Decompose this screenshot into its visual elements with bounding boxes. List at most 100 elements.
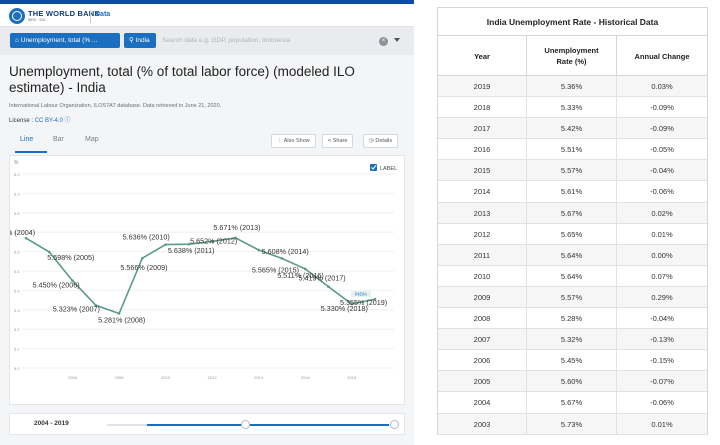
clock-icon: ◷ <box>369 138 374 144</box>
cell-rate: 5.60% <box>527 371 617 393</box>
series-name-badge <box>351 291 371 298</box>
y-tick-label: 5.3 <box>14 308 20 313</box>
brand-subtitle: IBRD · IDA <box>28 18 46 22</box>
data-point[interactable] <box>257 248 260 252</box>
data-label: 5.671% (2013) <box>213 223 260 232</box>
y-tick-label: 5.1 <box>14 347 20 352</box>
cell-change: -0.13% <box>650 335 674 345</box>
cell-year: 2010 <box>438 265 527 287</box>
data-label: 5.330% (2018) <box>321 304 368 313</box>
series-tag: INDIA <box>351 291 371 298</box>
chart-tabs-row: Line Bar Map ⋮ Also Show < Share ◷ Detai… <box>9 132 405 154</box>
brand-name[interactable]: THE WORLD BANK <box>28 9 100 18</box>
table-row: 2008 5.28% -0.04% <box>438 308 707 330</box>
indicator-chip-label: Unemployment, total (% ... <box>20 37 98 44</box>
column-header-change: Annual Change <box>634 51 690 61</box>
cell-change: -0.09% <box>650 124 674 134</box>
year-range-label: 2004 - 2019 <box>34 420 69 427</box>
data-point-layer <box>24 236 377 315</box>
info-icon[interactable]: ⓘ <box>64 118 71 124</box>
historical-data-table: India Unemployment Rate - Historical Dat… <box>437 7 708 435</box>
label-checkbox[interactable] <box>370 164 377 171</box>
country-chip[interactable]: ⚲ India <box>124 33 156 48</box>
data-point[interactable] <box>187 242 191 246</box>
cell-year: 2007 <box>438 329 527 351</box>
x-tick-label: 2008 <box>115 375 125 380</box>
data-point[interactable] <box>280 257 284 260</box>
world-bank-page: THE WORLD BANK IBRD · IDA Data ⌂ Unemplo… <box>0 0 414 445</box>
globe-logo-icon[interactable] <box>9 8 25 24</box>
share-button[interactable]: < Share <box>322 134 354 148</box>
data-point[interactable] <box>327 285 330 289</box>
range-start-handle[interactable] <box>241 420 250 429</box>
cell-rate: 5.61% <box>527 181 617 203</box>
data-point[interactable] <box>373 297 377 301</box>
cell-year: 2013 <box>438 202 527 224</box>
chevron-down-icon[interactable] <box>394 38 400 42</box>
y-tick-label: 5.8 <box>14 211 20 216</box>
tab-line[interactable]: Line <box>20 136 34 143</box>
data-label: 5.511% (2016) <box>277 271 324 280</box>
checkmark-icon <box>371 165 377 170</box>
cell-change: 0.29% <box>651 292 673 302</box>
table-row: 2006 5.45% -0.15% <box>438 350 707 372</box>
indicator-chip[interactable]: ⌂ Unemployment, total (% ... <box>10 33 120 48</box>
data-point[interactable] <box>47 250 51 254</box>
search-input[interactable] <box>162 33 372 48</box>
clear-search-icon[interactable]: × <box>379 37 388 46</box>
data-point[interactable] <box>71 279 74 282</box>
data-label: 5.669% (2004) <box>10 228 35 237</box>
y-tick-label: 5.7 <box>14 230 20 235</box>
cell-rate: 5.67% <box>527 392 617 414</box>
data-point[interactable] <box>141 256 144 260</box>
table-row: 2003 5.73% 0.01% <box>438 413 707 435</box>
cell-rate: 5.65% <box>527 223 617 245</box>
cell-change: 0.03% <box>651 82 673 91</box>
column-header-rate: Unemployment Rate (%) <box>527 36 617 76</box>
label-toggle[interactable]: LABEL <box>370 164 397 172</box>
y-axis-unit: % <box>14 160 19 166</box>
series-name-label: INDIA <box>355 292 367 297</box>
table-row: 2018 5.33% -0.09% <box>438 97 707 119</box>
data-point[interactable] <box>24 236 28 240</box>
tab-bar[interactable]: Bar <box>53 136 64 143</box>
data-section-link[interactable]: Data <box>95 11 111 18</box>
cell-rate: 5.57% <box>527 160 617 182</box>
series-line-india[interactable] <box>25 236 376 315</box>
data-point[interactable] <box>210 240 214 243</box>
cell-change: -0.04% <box>650 166 674 176</box>
table-header: Year Unemployment Rate (%) Annual Change <box>438 36 707 76</box>
data-point[interactable] <box>164 243 167 246</box>
gridlines: 6.0 5.9 5.8 5.7 5.6 5.5 5.4 5.3 5.2 5.1 5.0 <box>14 172 394 371</box>
data-label: 5.323% (2007) <box>53 304 100 313</box>
data-label: 5.566% (2009) <box>120 263 167 272</box>
cell-change: -0.05% <box>650 145 674 155</box>
kebab-icon: ⋮ <box>277 138 283 144</box>
data-point[interactable] <box>94 304 98 307</box>
y-tick-label: 5.4 <box>14 288 20 293</box>
data-point[interactable] <box>350 302 354 306</box>
y-tick-label: 5.2 <box>14 327 20 332</box>
details-button[interactable]: ◷ Details <box>363 134 399 148</box>
range-end-handle[interactable] <box>390 420 399 429</box>
cell-rate: 5.28% <box>527 308 617 330</box>
cell-year: 2015 <box>438 160 527 182</box>
cell-year: 2012 <box>438 223 527 245</box>
data-point[interactable] <box>234 236 237 240</box>
cell-change: -0.07% <box>650 377 674 387</box>
cell-rate: 5.32% <box>527 329 617 351</box>
tab-map[interactable]: Map <box>85 136 99 143</box>
data-label: 5.450% (2006) <box>33 281 80 290</box>
license-link[interactable]: CC BY-4.0 <box>34 118 63 124</box>
cell-change: -0.06% <box>650 187 674 197</box>
data-point[interactable] <box>303 267 307 271</box>
cell-year: 2009 <box>438 286 527 308</box>
table-row: 2011 5.64% 0.00% <box>438 244 707 266</box>
table-row: 2012 5.65% 0.01% <box>438 223 707 245</box>
cell-change: -0.04% <box>650 314 674 324</box>
data-point[interactable] <box>117 312 121 315</box>
also-show-button[interactable]: ⋮ Also Show <box>271 134 316 148</box>
table-row: 2016 5.51% -0.05% <box>438 139 707 161</box>
search-bar: ⌂ Unemployment, total (% ... ⚲ India × <box>0 27 414 55</box>
